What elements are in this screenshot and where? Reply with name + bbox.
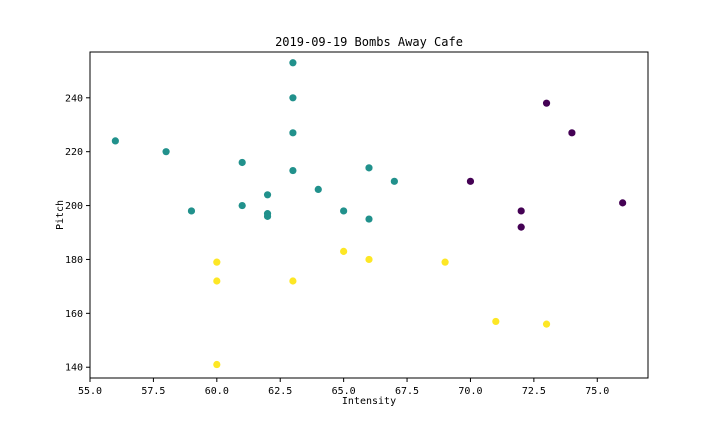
y-tick-label: 160 (65, 309, 83, 320)
y-tick-label: 180 (65, 255, 83, 266)
data-point (187, 207, 196, 215)
data-point (365, 215, 373, 223)
data-point (289, 94, 297, 102)
data-point (542, 99, 551, 107)
data-point (365, 255, 373, 264)
data-point (213, 277, 221, 285)
y-tick-label: 220 (65, 147, 83, 158)
data-point (289, 129, 297, 137)
data-point (213, 258, 221, 266)
data-point (213, 360, 221, 369)
data-point (289, 166, 297, 175)
x-tick-label: 60.0 (205, 386, 229, 397)
x-tick-label: 65.0 (332, 386, 356, 397)
x-tick-label: 75.0 (585, 386, 609, 397)
data-point (492, 317, 500, 326)
data-point (238, 201, 246, 210)
data-point (263, 191, 272, 199)
data-point (542, 320, 551, 328)
data-point (340, 247, 348, 255)
data-point (619, 199, 627, 207)
x-axis: 55.0 57.5 60.0 62.5 65.0 67.5 70.0 72.5 75.0 (78, 378, 609, 397)
x-tick-label: 72.5 (522, 386, 546, 397)
data-point (517, 223, 525, 231)
x-tick-label: 70.0 (458, 386, 482, 397)
y-axis-label: Pitch (55, 200, 66, 230)
data-point (365, 164, 373, 172)
x-tick-label: 62.5 (268, 386, 292, 397)
data-point (238, 158, 246, 167)
y-tick-label: 240 (65, 93, 83, 104)
y-axis: 140 160 180 200 220 240 (65, 93, 90, 374)
x-tick-label: 67.5 (395, 386, 419, 397)
x-tick-label: 57.5 (141, 386, 165, 397)
data-point (314, 185, 322, 194)
y-tick-label: 140 (65, 363, 83, 374)
data-point (162, 148, 170, 156)
data-point (441, 258, 449, 266)
y-tick-label: 200 (65, 201, 83, 212)
plot-frame (89, 51, 649, 379)
data-point (568, 129, 576, 137)
data-point (390, 177, 398, 185)
data-point (263, 212, 272, 220)
chart-title: 2019-09-19 Bombs Away Cafe (275, 35, 463, 49)
data-point (517, 207, 525, 215)
x-axis-label: Intensity (342, 396, 396, 407)
x-tick-label: 55.0 (78, 386, 102, 397)
data-point (111, 137, 119, 145)
data-point (466, 177, 475, 185)
data-point (289, 59, 297, 67)
plot-area (111, 59, 627, 369)
data-point (340, 207, 348, 215)
data-point (289, 277, 297, 285)
